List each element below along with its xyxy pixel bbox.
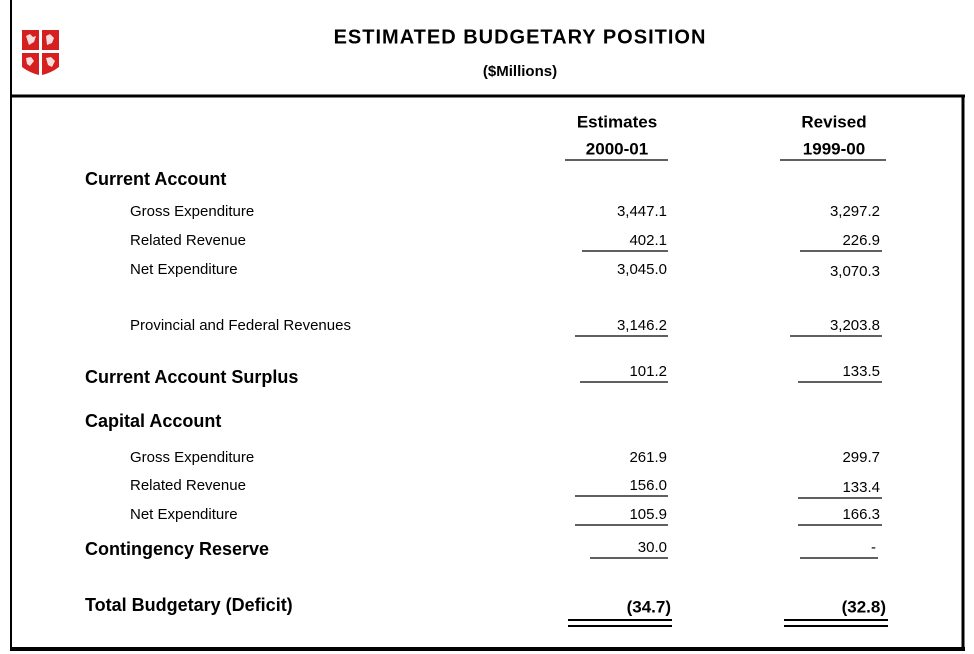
section-label: Total Budgetary (Deficit) [85,595,293,615]
cell: (32.8) [842,597,886,616]
cell: 299.7 [842,449,880,466]
title: ESTIMATED BUDGETARY POSITION [334,26,707,48]
cell: 3,146.2 [617,317,667,334]
row-label: Related Revenue [130,232,246,249]
cell: 3,447.1 [617,203,667,220]
row-label: Net Expenditure [130,506,238,523]
column-header: Estimates [577,112,657,131]
cell: 3,203.8 [830,317,880,334]
cell: 3,045.0 [617,261,667,278]
cell: 156.0 [629,477,667,494]
cell: 105.9 [629,506,667,523]
cell: 133.5 [842,363,880,380]
cell: 226.9 [842,232,880,249]
cell: 3,070.3 [830,263,880,280]
column-header: 2000-01 [586,139,648,158]
cell: 402.1 [629,232,667,249]
row-label: Related Revenue [130,477,246,494]
section-label: Current Account [85,169,226,189]
cell: - [871,539,876,556]
cell: 3,297.2 [830,203,880,220]
row-label: Provincial and Federal Revenues [130,317,351,334]
row-label: Net Expenditure [130,261,238,278]
cell: 133.4 [842,479,880,496]
section-label: Current Account Surplus [85,367,298,387]
logo [22,30,59,75]
column-header: 1999-00 [803,139,865,158]
cell: 101.2 [629,363,667,380]
cell: 261.9 [629,449,667,466]
cell: 30.0 [638,539,667,556]
subtitle: ($Millions) [483,63,557,80]
section-label: Contingency Reserve [85,539,269,559]
column-header: Revised [801,112,866,131]
section-label: Capital Account [85,411,221,431]
row-label: Gross Expenditure [130,449,254,466]
row-label: Gross Expenditure [130,203,254,220]
cell: 166.3 [842,506,880,523]
cell: (34.7) [627,597,671,616]
